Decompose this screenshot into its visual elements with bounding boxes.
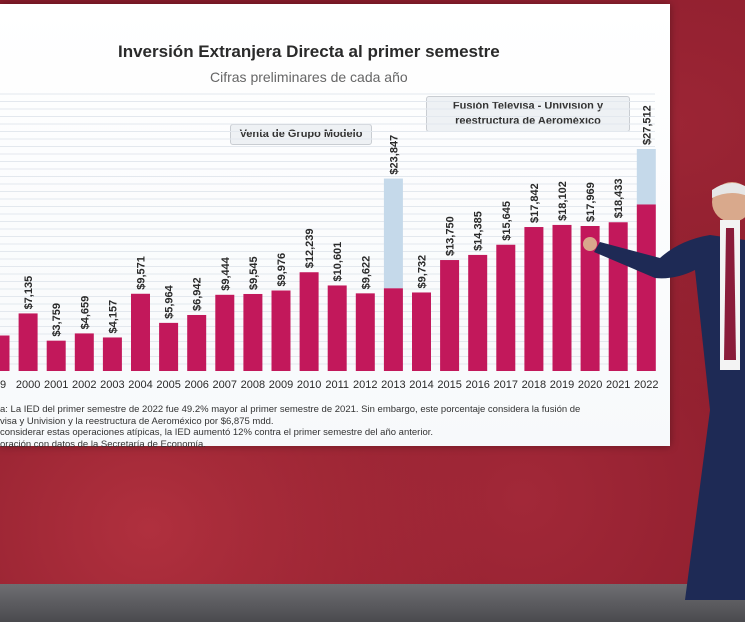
value-label-2007: $9,444 <box>220 256 232 291</box>
category-label-2012: 2012 <box>353 379 377 391</box>
bar-2012 <box>355 293 375 371</box>
category-label-2022: 2022 <box>634 379 658 391</box>
value-label-2000: $7,135 <box>23 276 35 310</box>
value-label-2012: $9,622 <box>360 256 372 290</box>
category-label-2014: 2014 <box>409 379 433 391</box>
bar-2009 <box>271 290 291 371</box>
category-label-2008: 2008 <box>241 379 265 391</box>
bar-2008 <box>243 293 263 371</box>
bar-atypical-2022 <box>636 149 656 205</box>
bar-2016 <box>468 254 488 371</box>
bar-2007 <box>215 294 235 371</box>
bar-2022 <box>636 204 656 371</box>
value-label-2006: $6,942 <box>192 277 204 311</box>
bar-2018 <box>524 227 544 371</box>
bar-2010 <box>299 272 319 371</box>
bar-2004 <box>131 293 150 371</box>
value-label-2005: $5,964 <box>164 284 176 319</box>
category-label-2002: 2002 <box>72 379 96 391</box>
footnote-line: oración con datos de la Secretaría de Ec… <box>0 438 206 450</box>
category-label-99: 99 <box>0 379 6 391</box>
presenter-hair <box>712 183 745 198</box>
category-label-2018: 2018 <box>522 379 546 391</box>
value-label-2004: $9,571 <box>136 256 148 290</box>
value-label-2018: $17,842 <box>529 183 541 223</box>
value-label-2009: $9,976 <box>276 253 288 287</box>
category-label-2009: 2009 <box>269 379 293 391</box>
presentation-screen: Inversión Extranjera Directa al primer s… <box>0 4 670 450</box>
footnote-line: a: La IED del primer semestre de 2022 fu… <box>0 404 581 415</box>
presenter-suit <box>594 235 745 600</box>
bar-2019 <box>552 224 572 371</box>
value-label-2017: $15,645 <box>501 201 513 241</box>
category-label-2015: 2015 <box>437 379 461 391</box>
bar-99 <box>0 335 10 371</box>
category-label-2007: 2007 <box>213 379 237 391</box>
bar-2001 <box>46 340 66 371</box>
bar-2020 <box>580 226 600 371</box>
category-label-2005: 2005 <box>156 379 180 391</box>
category-label-2017: 2017 <box>494 379 518 391</box>
value-label-2001: $3,759 <box>51 303 63 337</box>
category-label-2019: 2019 <box>550 379 574 391</box>
bar-2017 <box>496 244 516 371</box>
value-label-2002: $4,659 <box>79 296 91 330</box>
category-label-2001: 2001 <box>44 379 68 391</box>
value-label-2014: $9,732 <box>417 255 429 289</box>
value-label-2021: $18,433 <box>613 178 625 218</box>
presenter-figure <box>583 182 745 600</box>
bar-2014 <box>412 292 431 371</box>
category-label-2021: 2021 <box>606 379 630 391</box>
bar-2005 <box>159 322 179 371</box>
chart-subtitle: Cifras preliminares de cada año <box>210 69 408 85</box>
footnotes: a: La IED del primer semestre de 2022 fu… <box>0 404 660 450</box>
bar-atypical-2013 <box>383 178 403 289</box>
category-label-2016: 2016 <box>465 379 489 391</box>
value-label-2019: $18,102 <box>557 181 569 221</box>
category-label-2004: 2004 <box>128 379 152 391</box>
chart-title: Inversión Extranjera Directa al primer s… <box>118 42 500 61</box>
bar-2002 <box>74 333 94 371</box>
value-label-2015: $13,750 <box>445 216 457 256</box>
category-label-2000: 2000 <box>16 379 40 391</box>
presenter-hand <box>583 237 597 251</box>
presenter-tie <box>724 228 736 360</box>
category-label-2011: 2011 <box>325 379 349 391</box>
category-label-2003: 2003 <box>100 379 124 391</box>
bar-2011 <box>327 285 347 371</box>
bar-2006 <box>187 314 207 371</box>
category-label-2010: 2010 <box>297 379 321 391</box>
value-label-2008: $9,545 <box>248 256 260 290</box>
bar-2015 <box>440 260 460 371</box>
category-label-2006: 2006 <box>184 379 208 391</box>
value-label-2013: $23,847 <box>388 135 400 175</box>
footnote-line: visa y Univision y la reestructura de Ae… <box>0 415 274 427</box>
footnote-line: considerar estas operaciones atípicas, l… <box>0 427 434 438</box>
value-label-2003: $4,157 <box>107 300 119 334</box>
value-label-2016: $14,385 <box>473 211 485 251</box>
ied-bar-chart: 99 $7,135 2000 $3,759 2001 $4,659 2002 $4,157 20… <box>0 93 659 391</box>
bar-2000 <box>18 313 38 371</box>
category-label-2020: 2020 <box>578 379 602 391</box>
stage-floor <box>0 584 745 622</box>
bar-2013 <box>383 288 403 371</box>
value-label-2022: $27,512 <box>641 105 653 145</box>
value-label-2020: $17,969 <box>585 182 597 222</box>
value-label-2011: $10,601 <box>332 242 344 282</box>
category-label-2013: 2013 <box>381 379 405 391</box>
bar-2003 <box>102 337 122 371</box>
value-label-2010: $12,239 <box>304 228 316 268</box>
